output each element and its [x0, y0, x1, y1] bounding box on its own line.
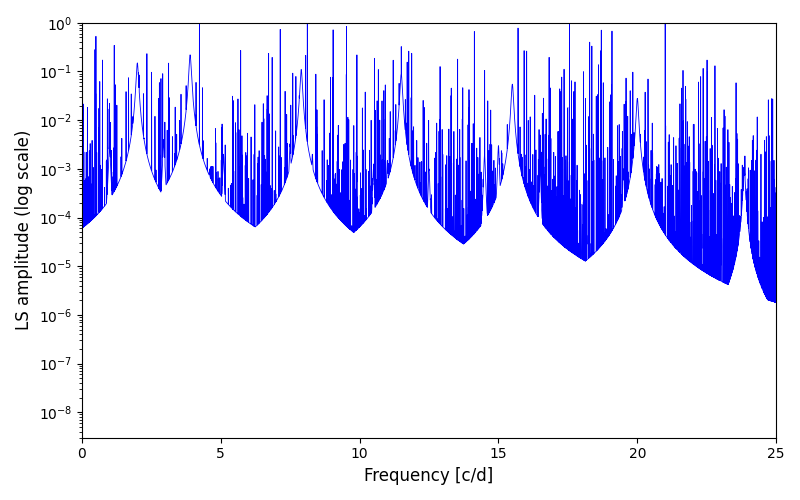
X-axis label: Frequency [c/d]: Frequency [c/d]: [364, 467, 494, 485]
Y-axis label: LS amplitude (log scale): LS amplitude (log scale): [15, 130, 33, 330]
